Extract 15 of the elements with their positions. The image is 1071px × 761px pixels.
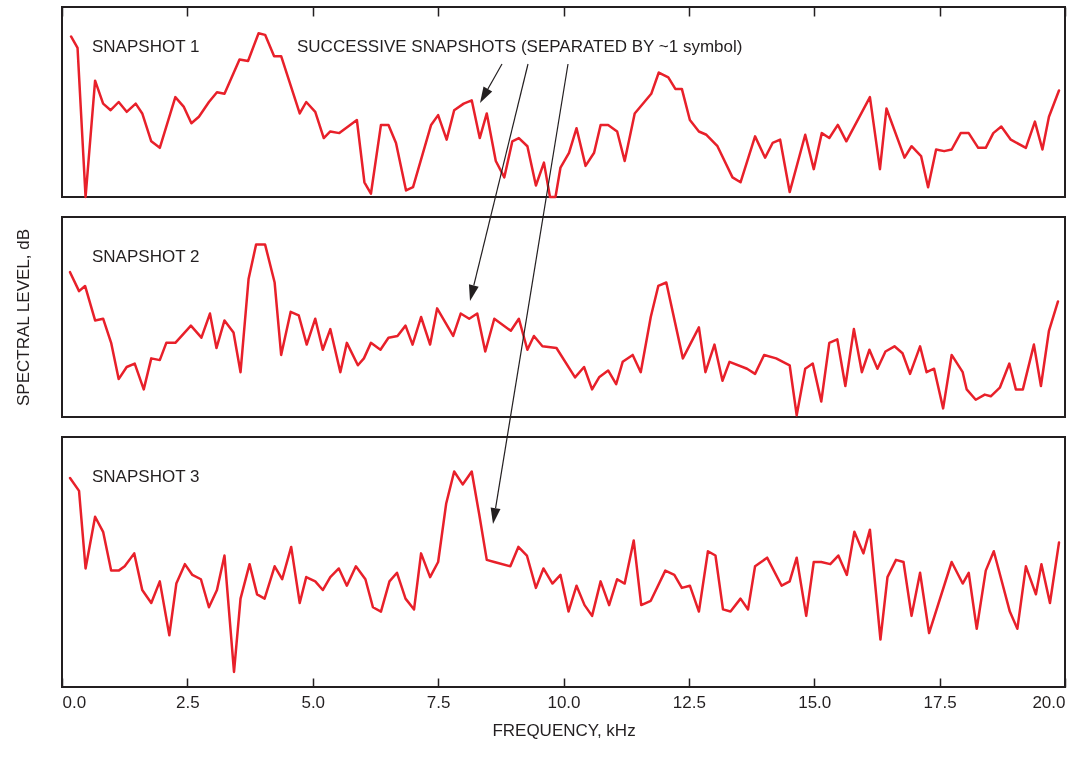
annotation: SNAPSHOT 3 <box>92 467 200 486</box>
x-tick-label: 17.5 <box>923 692 957 712</box>
x-tick-label: 10.0 <box>547 692 581 712</box>
annotation: SNAPSHOT 1 <box>92 37 200 56</box>
x-axis-title: FREQUENCY, kHz <box>492 720 636 740</box>
x-tick-label: 5.0 <box>301 692 326 712</box>
x-tick-label: 20.0 <box>1032 692 1066 712</box>
x-tick-label: 12.5 <box>672 692 706 712</box>
x-tick-label: 0.0 <box>62 692 87 712</box>
annotation: SNAPSHOT 2 <box>92 247 200 266</box>
annotation: SUCCESSIVE SNAPSHOTS (SEPARATED BY ~1 symbol) <box>297 37 743 56</box>
x-tick-label: 2.5 <box>176 692 200 712</box>
x-tick-label: 7.5 <box>426 692 451 712</box>
x-tick-label: 15.0 <box>798 692 832 712</box>
y-axis-title: SPECTRAL LEVEL, dB <box>13 228 33 407</box>
